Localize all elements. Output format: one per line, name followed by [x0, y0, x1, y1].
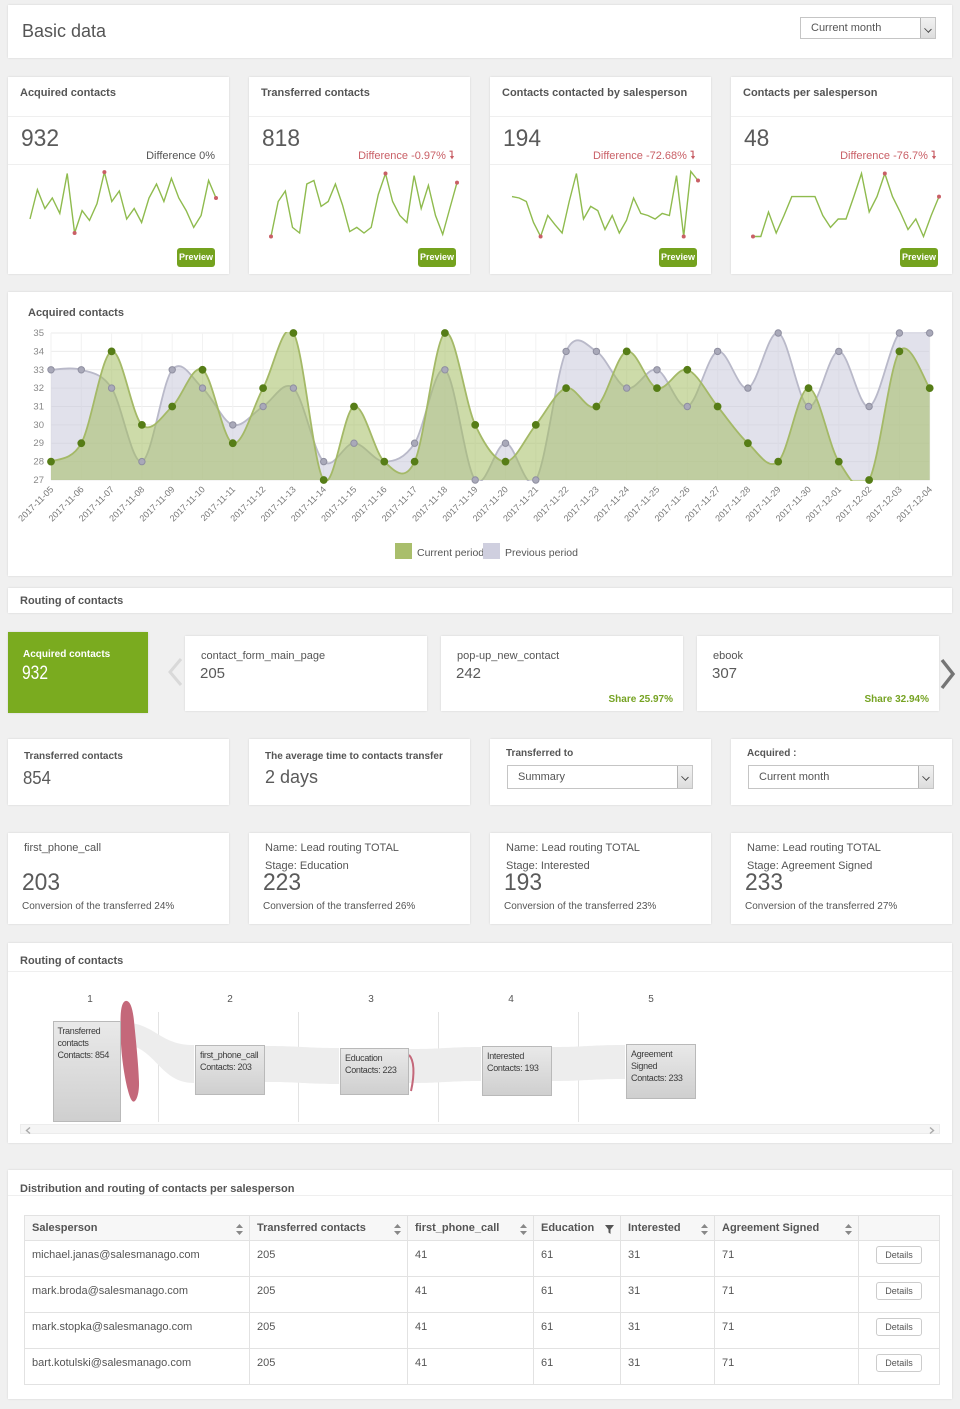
svg-text:27: 27 — [33, 475, 44, 486]
svg-text:Current period: Current period — [417, 547, 484, 559]
svg-text:29: 29 — [33, 438, 44, 449]
svg-text:30: 30 — [33, 420, 44, 431]
svg-text:Previous period: Previous period — [505, 547, 578, 559]
svg-text:35: 35 — [33, 328, 44, 339]
svg-text:32: 32 — [33, 383, 44, 394]
svg-text:34: 34 — [33, 346, 44, 357]
svg-text:28: 28 — [33, 457, 44, 468]
svg-text:31: 31 — [33, 402, 44, 413]
svg-text:33: 33 — [33, 365, 44, 376]
